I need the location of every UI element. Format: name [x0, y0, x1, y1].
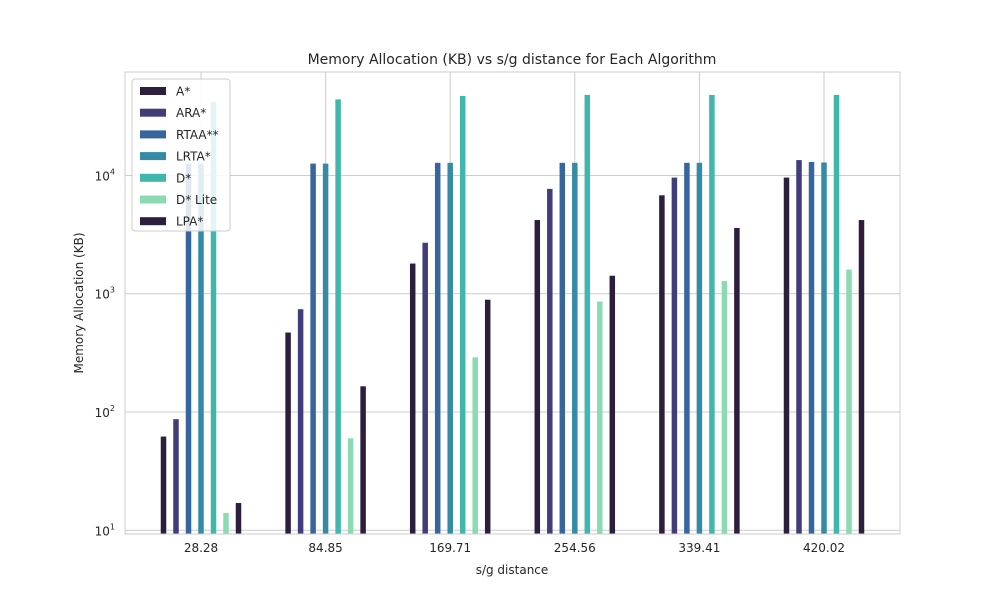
- bar: [609, 275, 616, 534]
- legend-swatch: [140, 108, 166, 117]
- legend-swatch: [140, 152, 166, 161]
- bar: [335, 99, 341, 535]
- bar: [422, 242, 428, 535]
- legend-swatch: [140, 173, 166, 182]
- bar: [547, 188, 553, 534]
- bar: [709, 94, 715, 534]
- bar: [173, 419, 179, 534]
- bar: [210, 101, 217, 535]
- legend-box: [131, 78, 231, 232]
- legend-swatch: [140, 87, 166, 95]
- x-tick-label: 84.85: [308, 541, 342, 555]
- x-tick-label: 254.56: [554, 541, 596, 555]
- bar: [434, 162, 441, 534]
- bar: [347, 438, 354, 534]
- bar: [223, 512, 229, 534]
- bar: [808, 162, 815, 535]
- bar: [360, 386, 366, 534]
- x-axis-label: s/g distance: [476, 563, 549, 577]
- bar: [447, 162, 453, 534]
- legend-label: LRTA*: [176, 150, 211, 164]
- bar: [734, 227, 740, 535]
- legend-label: A*: [176, 85, 190, 99]
- legend-label: LPA*: [176, 215, 203, 229]
- bar: [671, 177, 678, 534]
- legend-label: ARA*: [176, 106, 206, 120]
- bar: [534, 220, 541, 534]
- legend-label: D*: [176, 171, 191, 185]
- bar: [459, 96, 466, 534]
- y-tick-label: 102: [95, 404, 115, 420]
- legend-swatch: [140, 130, 166, 139]
- bar: [472, 357, 478, 534]
- bar: [297, 309, 304, 534]
- y-tick-label: 103: [95, 286, 115, 302]
- legend-label: D* Lite: [176, 193, 217, 207]
- bar: [160, 436, 167, 534]
- bar: [285, 332, 291, 534]
- x-tick-label: 420.02: [803, 541, 845, 555]
- plot-frame: [124, 71, 901, 535]
- y-tick-labels: 101 102 103 104: [95, 167, 115, 538]
- bar: [696, 162, 703, 534]
- y-tick-label: 101: [95, 522, 115, 538]
- legend-swatch: [140, 217, 166, 226]
- bar: [684, 162, 690, 534]
- bar: [796, 160, 802, 535]
- bar: [185, 163, 192, 534]
- bar: [198, 163, 204, 534]
- bar: [572, 162, 578, 534]
- bar: [310, 163, 316, 534]
- bar: [721, 281, 728, 534]
- bar: [484, 299, 491, 534]
- legend: A* ARA* RTAA** LRTA* D* D* Lite LPA*: [131, 78, 231, 232]
- bar: [659, 195, 665, 535]
- legend-swatch: [140, 195, 166, 204]
- x-tick-label: 28.28: [184, 541, 218, 555]
- bar: [858, 220, 865, 534]
- chart-title: Memory Allocation (KB) vs s/g distance f…: [308, 52, 717, 68]
- bar: [584, 94, 591, 534]
- bar: [821, 162, 827, 535]
- bar: [409, 263, 416, 534]
- bars-layer: [160, 94, 865, 535]
- bar: [597, 301, 603, 534]
- x-tick-label: 169.71: [429, 541, 471, 555]
- x-tick-labels: 28.28 84.85 169.71 254.56 339.41 420.02: [184, 541, 845, 555]
- y-axis-label: Memory Allocation (KB): [72, 232, 86, 373]
- bar: [559, 162, 566, 534]
- y-tick-label: 104: [95, 167, 115, 183]
- legend-label: RTAA**: [176, 128, 219, 142]
- bar: [322, 163, 329, 534]
- bar: [833, 94, 840, 534]
- bar: [846, 269, 852, 534]
- x-tick-label: 339.41: [678, 541, 720, 555]
- bar: [235, 503, 242, 534]
- bar: [783, 177, 790, 534]
